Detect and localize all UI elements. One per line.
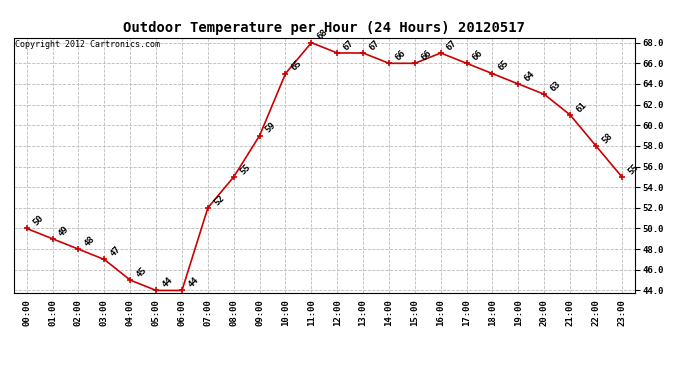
Text: 47: 47 [108,245,123,259]
Text: 50: 50 [31,214,45,228]
Text: 64: 64 [522,69,537,83]
Text: 67: 67 [445,38,459,52]
Text: 59: 59 [264,121,278,135]
Text: 49: 49 [57,224,71,238]
Text: 55: 55 [238,162,252,176]
Text: 68: 68 [315,28,330,42]
Text: 45: 45 [135,266,148,279]
Text: 58: 58 [600,131,614,145]
Text: 48: 48 [83,234,97,248]
Title: Outdoor Temperature per Hour (24 Hours) 20120517: Outdoor Temperature per Hour (24 Hours) … [124,21,525,35]
Text: 67: 67 [367,38,382,52]
Text: 63: 63 [549,80,562,93]
Text: 44: 44 [186,276,200,290]
Text: 65: 65 [290,59,304,73]
Text: 52: 52 [212,193,226,207]
Text: 65: 65 [497,59,511,73]
Text: 55: 55 [626,162,640,176]
Text: 44: 44 [160,276,175,290]
Text: 66: 66 [393,49,407,63]
Text: 66: 66 [419,49,433,63]
Text: Copyright 2012 Cartronics.com: Copyright 2012 Cartronics.com [15,40,160,49]
Text: 66: 66 [471,49,485,63]
Text: 61: 61 [574,100,589,114]
Text: 67: 67 [342,38,355,52]
